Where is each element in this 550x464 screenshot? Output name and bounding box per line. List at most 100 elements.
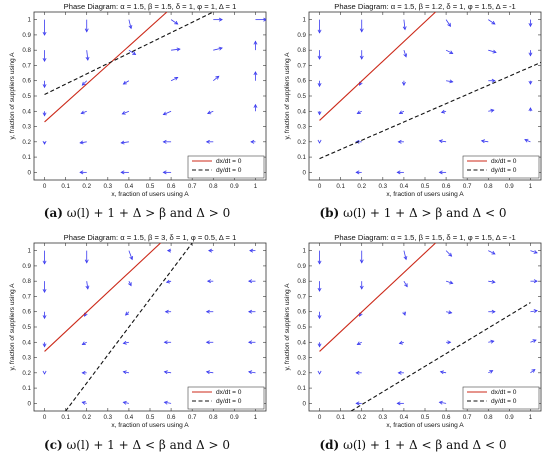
legend-entry: dx/dt = 0	[216, 389, 242, 396]
vector-arrow	[403, 250, 408, 261]
y-axis-label: y, fraction of suppliers using A	[9, 283, 16, 371]
vector-arrow	[438, 400, 447, 405]
vector-arrow	[396, 170, 404, 175]
vector-arrow	[205, 139, 214, 144]
legend-entry: dx/dt = 0	[491, 158, 517, 165]
vector-arrow	[317, 80, 322, 88]
vector-arrow	[79, 170, 87, 175]
vector-arrow	[128, 250, 134, 261]
vector-arrow	[170, 76, 179, 82]
x-tick-label: 0.9	[505, 414, 514, 421]
series-line-dydt	[44, 12, 214, 95]
vector-arrow	[446, 79, 454, 84]
vector-arrow	[163, 400, 172, 405]
caption-d-letter: (d)	[319, 438, 340, 452]
vector-arrow	[162, 139, 172, 144]
vector-arrow	[84, 19, 89, 33]
vector-arrow	[317, 250, 322, 265]
y-tick-label: 0.9	[297, 32, 306, 39]
vector-arrow	[397, 370, 404, 375]
vector-arrow	[122, 400, 129, 405]
vector-arrow	[317, 111, 322, 116]
vector-arrow	[208, 248, 214, 253]
vector-arrow	[317, 19, 322, 34]
y-tick-label: 0.4	[297, 108, 306, 115]
vector-arrow	[488, 339, 495, 344]
y-tick-label: 0	[303, 400, 307, 407]
vector-arrow	[163, 340, 172, 345]
vector-arrow	[122, 370, 129, 375]
vector-arrow	[355, 170, 362, 175]
y-axis-label: y, fraction of suppliers using A	[284, 52, 291, 140]
caption-b-text: ω(l) + 1 + Δ > β and Δ < 0	[343, 206, 507, 220]
x-tick-label: 0.2	[82, 183, 91, 190]
x-tick-label: 1	[529, 414, 533, 421]
y-tick-label: 0.6	[22, 309, 31, 316]
vector-arrow	[42, 140, 47, 145]
chart-b: Phase Diagram: α = 1.5, β = 1.2, δ = 1, …	[284, 2, 542, 198]
x-tick-label: 0.1	[336, 414, 345, 421]
vector-arrow	[488, 78, 496, 83]
y-axis-label: y, fraction of suppliers using A	[284, 283, 291, 371]
vector-arrow	[317, 342, 322, 348]
vector-arrow	[213, 46, 223, 51]
y-tick-label: 0.5	[297, 93, 306, 100]
y-tick-label: 0.7	[297, 293, 306, 300]
x-tick-label: 0.4	[125, 183, 134, 190]
vector-arrow	[42, 281, 47, 294]
y-tick-label: 0.7	[22, 62, 31, 69]
vector-arrow	[446, 340, 452, 345]
vector-arrow	[163, 370, 172, 375]
series-line-dydt	[319, 61, 541, 160]
x-tick-label: 0.5	[146, 414, 155, 421]
vector-arrow	[81, 80, 88, 86]
chart-title: Phase Diagram: α = 1.5, β = 1.5, δ = 1, …	[64, 2, 237, 11]
series-line-dxdt	[319, 12, 436, 121]
vector-arrow	[403, 280, 408, 288]
y-tick-label: 0.5	[22, 324, 31, 331]
vector-arrow	[398, 110, 405, 114]
x-tick-label: 0.3	[379, 414, 388, 421]
x-tick-label: 1	[254, 183, 258, 190]
y-tick-label: 0.1	[22, 154, 31, 161]
vector-arrow	[403, 50, 408, 58]
y-tick-label: 0.2	[22, 139, 31, 146]
series-line-dydt	[65, 243, 193, 411]
series-line-dydt	[350, 302, 531, 411]
vector-arrow	[253, 40, 258, 51]
y-tick-label: 0.5	[297, 324, 306, 331]
y-tick-label: 0.4	[22, 108, 31, 115]
legend-entry: dy/dt = 0	[491, 398, 517, 405]
caption-c-text: ω(l) + 1 + Δ < β and Δ > 0	[66, 438, 230, 452]
x-tick-label: 0.4	[400, 414, 409, 421]
panel-c: Phase Diagram: α = 1.5, β = 3, δ = 1, φ …	[0, 231, 275, 431]
vector-arrow	[317, 139, 322, 144]
caption-c: (c) ω(l) + 1 + Δ < β and Δ > 0	[2, 438, 272, 452]
vector-arrow	[248, 370, 256, 375]
legend: dx/dt = 0 dy/dt = 0	[187, 155, 265, 179]
y-tick-label: 0.3	[297, 355, 306, 362]
y-tick-label: 1	[303, 17, 307, 24]
x-tick-label: 0.9	[230, 183, 239, 190]
vector-arrow	[317, 311, 322, 320]
vector-arrow	[81, 401, 87, 405]
vector-arrow	[402, 19, 407, 31]
vector-arrow	[488, 108, 495, 113]
y-tick-label: 0.5	[22, 93, 31, 100]
vector-arrow	[248, 309, 256, 314]
vector-arrow	[359, 281, 364, 290]
y-tick-label: 0.3	[22, 355, 31, 362]
y-tick-label: 0.1	[22, 385, 31, 392]
vector-arrow	[530, 309, 538, 314]
y-tick-label: 0.2	[22, 370, 31, 377]
vector-arrow	[396, 401, 404, 406]
vector-arrow	[122, 340, 129, 345]
legend-entry: dy/dt = 0	[491, 167, 517, 174]
chart-title: Phase Diagram: α = 1.5, β = 3, δ = 1, φ …	[64, 233, 237, 242]
vector-arrow	[446, 310, 453, 315]
x-tick-label: 0.5	[421, 183, 430, 190]
y-tick-label: 0.9	[297, 263, 306, 270]
x-tick-label: 0.4	[400, 183, 409, 190]
vector-arrow	[488, 370, 494, 374]
x-tick-label: 0.9	[230, 414, 239, 421]
